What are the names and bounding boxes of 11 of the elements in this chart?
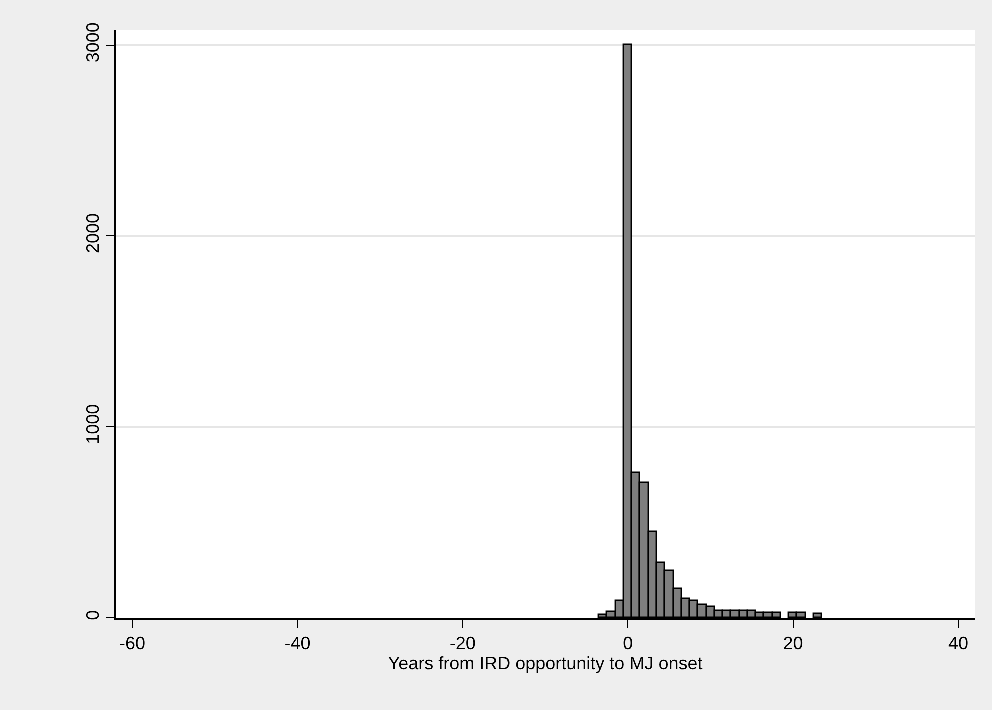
- x-tick-label: 20: [783, 633, 804, 654]
- x-tick-label: -60: [120, 633, 146, 654]
- x-tick-label: 0: [623, 633, 634, 654]
- x-tick-label: -20: [450, 633, 476, 654]
- y-tick-label: 1000: [83, 404, 104, 444]
- y-tick-label: 3000: [83, 22, 104, 63]
- x-axis-title: Years from IRD opportunity to MJ onset: [388, 653, 703, 674]
- x-tick-label: -40: [284, 633, 311, 654]
- y-tick-label: 0: [83, 610, 104, 620]
- x-tick-label: 40: [948, 633, 968, 654]
- y-tick-label: 2000: [83, 213, 104, 254]
